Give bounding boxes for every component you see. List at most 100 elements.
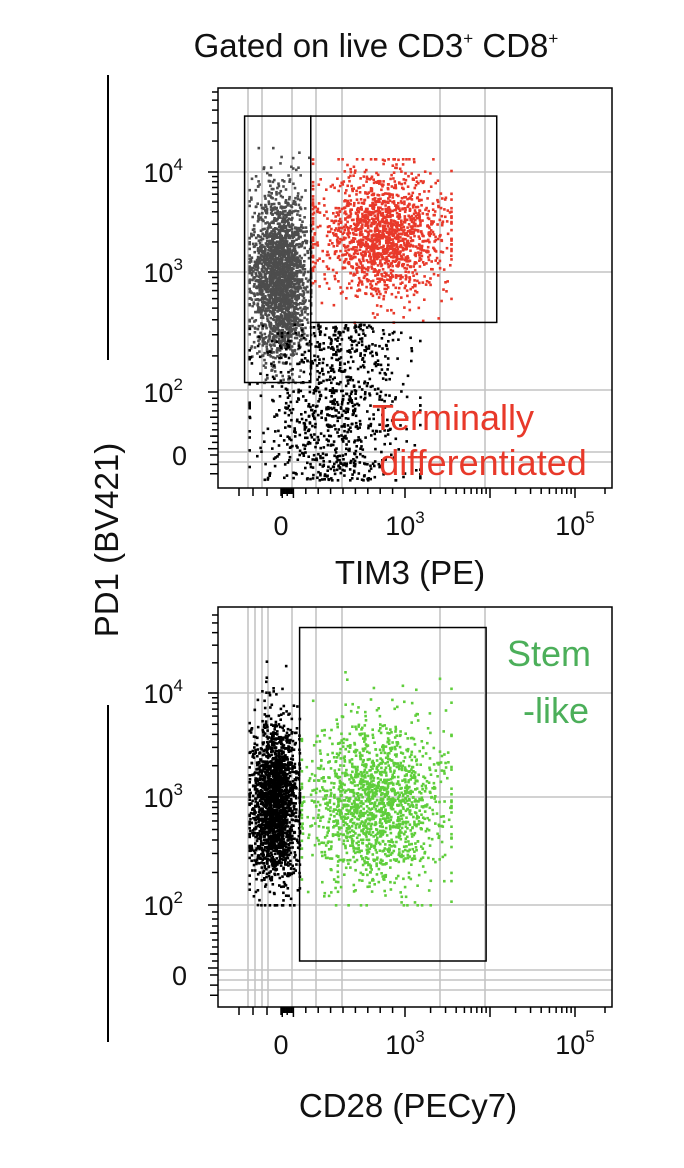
scatter-point-black <box>287 339 290 343</box>
scatter-point-gray <box>277 258 281 261</box>
scatter-point-black <box>319 454 322 458</box>
scatter-point-red <box>336 244 339 247</box>
scatter-point-gray <box>286 251 289 254</box>
scatter-point-red <box>434 250 438 253</box>
scatter-point-black <box>339 380 342 384</box>
scatter-point-gray <box>281 323 285 327</box>
scatter-point-gray <box>296 290 300 293</box>
scatter-point-black <box>304 451 307 454</box>
scatter-point-red <box>381 229 385 232</box>
scatter-point-black <box>335 358 338 361</box>
scatter-point-gray <box>281 304 285 307</box>
scatter-point-red <box>410 220 414 224</box>
scatter-point-gray <box>281 282 285 285</box>
scatter-point-red <box>373 250 376 254</box>
scatter-point-black <box>287 846 290 849</box>
scatter-point-red <box>366 217 370 221</box>
scatter-point-gray <box>281 374 284 378</box>
scatter-point-red <box>403 221 407 224</box>
scatter-point-red <box>326 217 329 220</box>
scatter-point-red <box>339 230 342 233</box>
scatter-point-gray <box>284 258 287 262</box>
scatter-point-red <box>311 187 315 191</box>
scatter-point-red <box>450 247 453 251</box>
scatter-point-red <box>436 179 440 182</box>
scatter-point-red <box>357 243 360 246</box>
scatter-point-gray <box>287 273 291 276</box>
scatter-point-gray <box>265 284 268 287</box>
scatter-point-black <box>369 351 372 355</box>
scatter-point-black <box>300 353 304 356</box>
scatter-point-black <box>379 390 383 394</box>
scatter-point-red <box>313 232 317 235</box>
scatter-point-red <box>386 309 389 312</box>
scatter-point-gray <box>271 356 275 359</box>
scatter-point-gray <box>251 316 254 320</box>
scatter-point-red <box>408 300 411 304</box>
scatter-point-red <box>337 254 341 258</box>
scatter-point-gray <box>287 375 291 378</box>
scatter-point-gray <box>298 269 302 272</box>
scatter-point-gray <box>274 304 278 307</box>
scatter-point-gray <box>285 282 289 285</box>
scatter-point-black <box>378 344 381 348</box>
scatter-point-gray <box>248 188 251 192</box>
scatter-point-red <box>345 286 349 290</box>
scatter-point-black <box>410 347 413 350</box>
scatter-point-black <box>369 404 372 407</box>
scatter-point-black <box>268 877 272 880</box>
scatter-point-red <box>412 221 416 224</box>
scatter-point-gray <box>286 212 290 215</box>
scatter-point-black <box>399 424 402 427</box>
scatter-point-black <box>328 378 331 381</box>
scatter-point-gray <box>290 322 294 326</box>
scatter-point-gray <box>294 312 298 315</box>
scatter-point-red <box>347 202 351 205</box>
scatter-point-black <box>324 453 328 457</box>
scatter-point-gray <box>261 228 265 231</box>
scatter-point-gray <box>262 342 265 345</box>
scatter-point-gray <box>279 206 282 209</box>
scatter-point-gray <box>297 270 300 273</box>
scatter-point-red <box>350 286 353 290</box>
scatter-point-gray <box>250 271 254 274</box>
scatter-point-red <box>406 263 409 267</box>
scatter-point-gray <box>268 310 272 313</box>
scatter-point-gray <box>282 206 286 209</box>
scatter-point-red <box>371 240 375 243</box>
scatter-point-black <box>384 434 387 438</box>
scatter-point-red <box>442 288 445 291</box>
scatter-point-black <box>307 349 311 353</box>
scatter-point-black <box>369 467 373 470</box>
scatter-point-red <box>412 217 416 220</box>
scatter-point-red <box>450 210 453 214</box>
scatter-point-gray <box>270 311 274 315</box>
scatter-point-red <box>346 220 349 224</box>
scatter-point-black <box>350 401 354 404</box>
scatter-point-gray <box>253 283 256 286</box>
scatter-point-red <box>362 235 365 239</box>
scatter-point-black <box>354 392 357 395</box>
scatter-point-black <box>318 463 322 466</box>
scatter-point-red <box>349 208 352 211</box>
scatter-point-red <box>339 286 342 289</box>
scatter-point-black <box>298 346 301 350</box>
scatter-point-black <box>410 349 414 353</box>
scatter-point-black <box>325 407 328 411</box>
scatter-point-black <box>349 338 353 341</box>
scatter-point-red <box>368 204 372 207</box>
scatter-point-gray <box>295 352 298 356</box>
scatter-point-red <box>440 214 444 218</box>
scatter-point-black <box>288 408 292 412</box>
scatter-point-red <box>410 194 413 197</box>
scatter-point-red <box>385 272 388 275</box>
scatter-point-black <box>317 382 321 385</box>
scatter-point-red <box>443 198 447 201</box>
scatter-point-red <box>364 292 367 295</box>
scatter-point-black <box>306 477 309 480</box>
scatter-point-black <box>331 399 335 403</box>
scatter-point-red <box>372 255 376 259</box>
scatter-point-gray <box>302 273 305 277</box>
scatter-point-red <box>386 187 390 191</box>
scatter-point-gray <box>254 242 258 246</box>
